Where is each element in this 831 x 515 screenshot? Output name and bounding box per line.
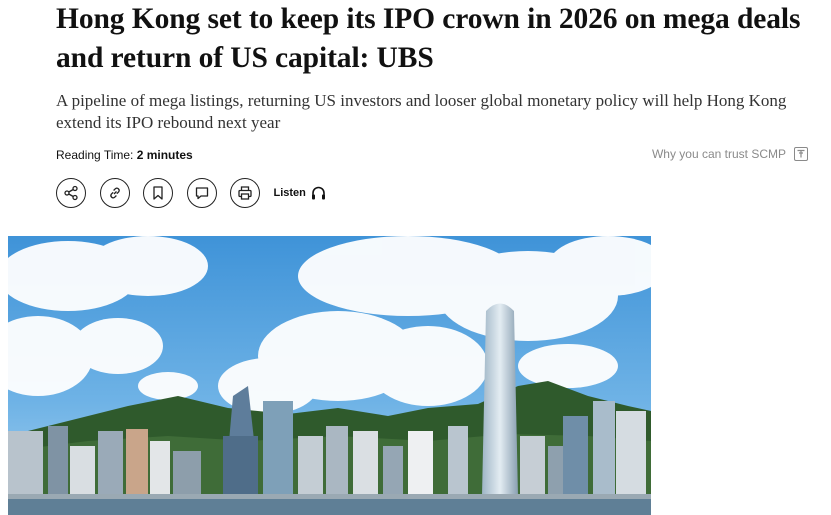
bookmark-button[interactable] (143, 178, 173, 208)
print-button[interactable] (230, 178, 260, 208)
print-icon (238, 186, 252, 200)
reading-time-label: Reading Time: (56, 148, 134, 162)
comment-button[interactable] (186, 178, 217, 208)
copy-link-button[interactable] (99, 178, 130, 208)
trust-link[interactable]: Why you can trust SCMP (652, 147, 808, 161)
link-icon (109, 187, 120, 199)
article-headline: Hong Kong set to keep its IPO crown in 2… (56, 3, 801, 74)
trust-info-icon[interactable] (794, 147, 808, 161)
article-actions: Listen (56, 178, 326, 208)
comment-icon (195, 187, 208, 200)
bookmark-icon (153, 186, 163, 200)
article-subheadline: A pipeline of mega listings, returning U… (56, 91, 787, 132)
listen-button[interactable]: Listen (274, 186, 326, 200)
hero-image (8, 236, 651, 515)
reading-time: Reading Time: 2 minutes (56, 148, 193, 162)
reading-time-value: 2 minutes (136, 148, 193, 162)
share-button[interactable] (56, 178, 86, 208)
trust-link-text[interactable]: Why you can trust SCMP (651, 147, 786, 161)
share-icon (64, 185, 78, 201)
headphones-icon (311, 186, 325, 200)
article-meta: Reading Time: 2 minutes Why you can trus… (56, 147, 808, 165)
listen-label[interactable]: Listen (273, 187, 306, 199)
hong-kong-skyline-image (8, 236, 651, 515)
